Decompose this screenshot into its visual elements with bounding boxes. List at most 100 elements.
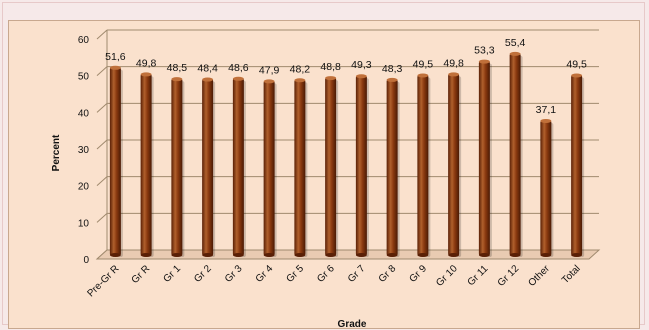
y-tick-label: 40 (78, 108, 90, 119)
y-tick-label: 0 (83, 255, 89, 266)
gridline-diag (96, 139, 108, 150)
bar (386, 77, 400, 258)
bar-cap (417, 73, 429, 78)
bar-body (232, 78, 244, 255)
bar-base (509, 253, 521, 257)
gridline-diag (96, 176, 108, 187)
x-axis-title: Grade (338, 319, 367, 330)
gridline-diag (96, 102, 108, 113)
bar (140, 72, 154, 258)
data-label: 49,5 (566, 59, 587, 71)
data-label: 37,1 (536, 104, 557, 116)
data-label: 48,6 (228, 62, 249, 74)
gridline-diag (96, 212, 108, 223)
bar-body (140, 74, 152, 256)
bar (294, 78, 308, 257)
x-axis-ticks: Pre-Gr R Gr R Gr 1 Gr 2 Gr 3 Gr 4 Gr 5 Gr 6 Gr 7… (85, 263, 582, 300)
bar-body (355, 76, 367, 255)
gridline-diag (96, 66, 108, 77)
floor-plane (95, 249, 601, 260)
x-tick-label: Gr 10 (434, 263, 460, 289)
data-label: 49,5 (413, 59, 434, 71)
bar-base (232, 253, 244, 257)
chart-floor (95, 249, 601, 260)
bar-cap (478, 59, 490, 64)
x-tick-label: Gr 4 (254, 263, 276, 285)
bars (109, 51, 585, 258)
bar-body (571, 75, 583, 255)
x-tick-label: Gr 3 (223, 263, 245, 285)
bar-body (478, 61, 490, 255)
bar (171, 77, 185, 257)
bar-base (355, 253, 367, 257)
bar-base (417, 253, 429, 257)
x-tick-label: Gr 9 (407, 263, 429, 285)
bar-body (171, 79, 183, 255)
bar-body (417, 75, 429, 255)
y-tick-label: 10 (78, 218, 90, 229)
y-axis-title: Percent (51, 134, 62, 171)
data-label: 49,8 (443, 57, 464, 69)
bar-cap (509, 51, 521, 56)
bar-cap (294, 78, 306, 83)
y-axis-ticks: 0 10 20 30 40 50 60 (78, 35, 90, 266)
bar-body (202, 79, 214, 256)
data-label: 48,2 (290, 63, 311, 75)
x-tick-label: Gr 11 (466, 263, 491, 288)
bar-base (263, 253, 275, 257)
x-tick-label: Gr 5 (284, 263, 306, 285)
chart-panel: 0 10 20 30 40 50 60 51,6 49,8 48,5 48,4 48,6 47,9 48… (8, 20, 640, 330)
bar-cap (571, 73, 583, 78)
bar (478, 59, 492, 257)
x-tick-label: Gr 12 (496, 263, 522, 289)
data-label: 49,8 (136, 57, 157, 69)
bar-cap (355, 74, 367, 79)
bar-cap (232, 76, 244, 81)
bar-cap (140, 72, 152, 77)
bar-body (263, 81, 275, 255)
data-label: 48,5 (167, 62, 188, 74)
bar-body (540, 120, 552, 255)
bar-body (294, 80, 306, 255)
bar-base (171, 253, 183, 257)
bar-base (325, 253, 337, 257)
bar (540, 118, 554, 257)
x-tick-label: Gr 2 (192, 263, 214, 285)
x-tick-label: Gr R (130, 263, 153, 286)
bar (263, 79, 277, 257)
data-label: 48,8 (320, 61, 341, 73)
bar-base (478, 253, 490, 257)
bar-cap (171, 77, 183, 82)
bar-base (202, 253, 214, 257)
data-label: 53,3 (474, 45, 495, 57)
x-tick-label: Other (527, 263, 553, 289)
bar-cap (263, 79, 275, 84)
data-label: 51,6 (105, 51, 126, 63)
bar (202, 77, 216, 258)
bar (448, 72, 462, 258)
bar-base (140, 253, 152, 257)
x-tick-label: Pre-Gr R (85, 263, 121, 299)
bar (232, 76, 246, 257)
bar-base (540, 253, 552, 257)
bar-cap (386, 77, 398, 82)
bar-chart: 0 10 20 30 40 50 60 51,6 49,8 48,5 48,4 48,6 47,9 48… (51, 29, 601, 330)
bar-body (509, 53, 521, 255)
bar-body (109, 67, 121, 255)
data-label: 48,3 (382, 63, 403, 75)
x-tick-label: Gr 6 (315, 263, 337, 285)
bar-cap (325, 76, 337, 81)
bar (509, 51, 523, 257)
bar-base (386, 253, 398, 257)
x-tick-label: Total (560, 263, 583, 286)
x-tick-label: Gr 7 (346, 263, 368, 285)
bar-body (448, 74, 460, 256)
bar (417, 73, 431, 257)
bar-body (325, 78, 337, 255)
data-label: 47,9 (259, 64, 280, 76)
x-tick-label: Gr 8 (377, 263, 399, 285)
bar-cap (109, 65, 121, 70)
bar-base (571, 253, 583, 257)
data-labels: 51,6 49,8 48,5 48,4 48,6 47,9 48,2 48,8 49,3 48,3… (105, 37, 587, 116)
x-tick-label: Gr 1 (161, 263, 183, 285)
